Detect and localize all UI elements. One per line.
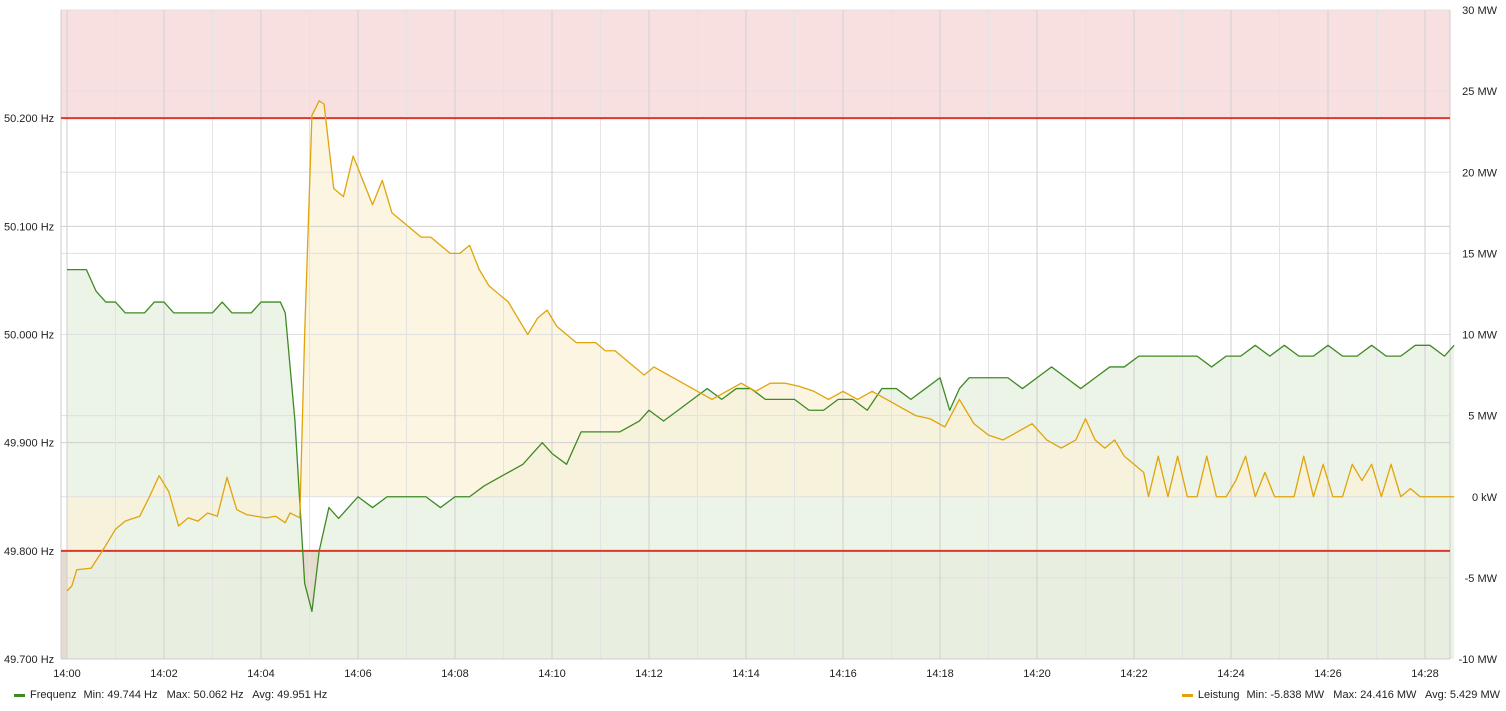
left-tick-label: 50.000 Hz [4,330,54,342]
right-tick-label: -5 MW [1465,573,1498,585]
legend-frequenz-stats: Min: 49.744 Hz Max: 50.062 Hz Avg: 49.95… [83,689,328,701]
upper-threshold-band [61,10,1450,119]
legend-leistung[interactable]: Leistung Min: -5.838 MW Max: 24.416 MW A… [1181,689,1501,701]
x-tick-label: 14:08 [441,668,469,680]
legend-frequenz[interactable]: Frequenz Min: 49.744 Hz Max: 50.062 Hz A… [14,689,327,701]
frequenz-line [67,268,1455,613]
right-tick-label: 10 MW [1462,330,1497,342]
left-tick-label: 50.200 Hz [4,113,54,125]
x-tick-label: 14:04 [247,668,275,680]
x-tick-label: 14:28 [1411,668,1439,680]
x-tick-label: 14:16 [829,668,857,680]
left-tick-label: 50.100 Hz [4,221,54,233]
right-tick-label: 15 MW [1462,248,1497,260]
right-tick-label: -10 MW [1459,654,1498,666]
x-tick-label: 14:26 [1314,668,1342,680]
right-tick-label: 0 kW [1472,492,1498,504]
right-tick-label: 20 MW [1462,167,1497,179]
x-tick-label: 14:20 [1023,668,1051,680]
right-tick-label: 25 MW [1462,86,1497,98]
x-tick-label: 14:12 [635,668,663,680]
legend-frequenz-label: Frequenz [30,689,77,701]
x-tick-label: 14:02 [150,668,178,680]
left-tick-label: 49.700 Hz [4,654,54,666]
x-tick-label: 14:18 [926,668,954,680]
right-tick-label: 5 MW [1468,411,1497,423]
x-tick-label: 14:22 [1120,668,1148,680]
left-tick-label: 49.900 Hz [4,438,54,450]
legend-frequenz-swatch [14,693,25,697]
left-tick-label: 49.800 Hz [4,546,54,558]
leistung-line [66,100,1455,592]
x-tick-label: 14:14 [732,668,760,680]
legend-leistung-label: Leistung [1197,689,1240,701]
legend-leistung-stats: Min: -5.838 MW Max: 24.416 MW Avg: 5.429… [1246,689,1501,701]
x-tick-label: 14:00 [53,668,81,680]
x-tick-label: 14:06 [344,668,372,680]
leistung-area [67,100,1455,591]
legend-leistung-swatch [1181,693,1193,697]
right-tick-label: 30 MW [1462,5,1497,17]
x-tick-label: 14:10 [538,668,566,680]
x-tick-label: 14:24 [1217,668,1245,680]
